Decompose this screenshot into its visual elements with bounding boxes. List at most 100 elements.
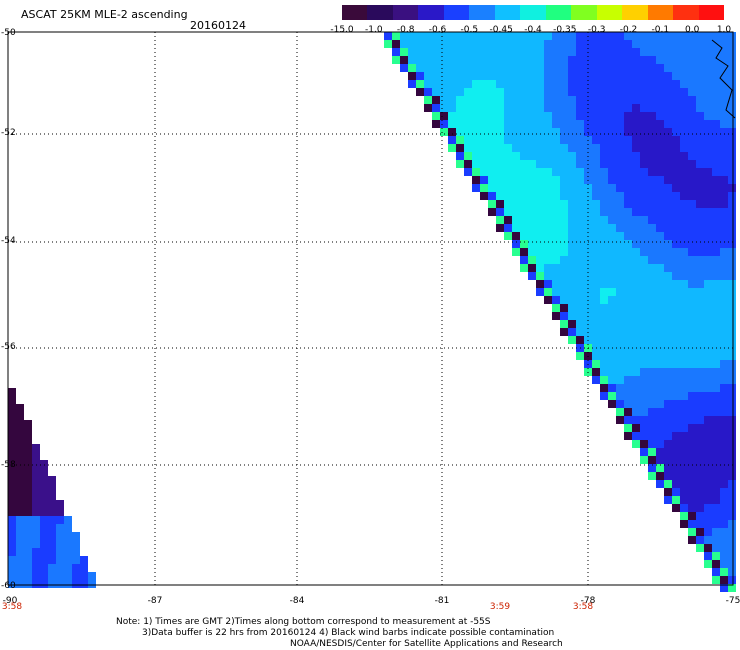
wind-cell [56,564,64,572]
wind-cell [424,32,432,40]
wind-cell [696,432,704,440]
wind-cell [608,264,616,272]
wind-cell [504,144,512,152]
wind-cell [552,192,560,200]
wind-cell [560,112,568,120]
wind-cell [536,224,544,232]
wind-cell [712,240,720,248]
wind-cell [720,448,728,456]
wind-cell [688,248,696,256]
wind-cell [704,504,712,512]
wind-cell [56,556,64,564]
wind-cell [544,168,552,176]
wind-cell [720,536,728,544]
wind-cell [640,32,648,40]
wind-cell [32,556,40,564]
wind-cell [456,104,464,112]
wind-cell [560,120,568,128]
wind-cell [552,72,560,80]
wind-cell [576,48,584,56]
wind-cell [456,136,464,144]
wind-cell [552,160,560,168]
wind-cell [680,120,688,128]
wind-cell [688,280,696,288]
wind-cell [448,40,456,48]
wind-cell [664,160,672,168]
wind-cell [712,472,720,480]
wind-cell [552,88,560,96]
wind-cell [728,432,736,440]
wind-cell [616,144,624,152]
wind-cell [720,248,728,256]
wind-cell [688,504,696,512]
wind-cell [720,168,728,176]
wind-cell [616,80,624,88]
wind-cell [576,104,584,112]
wind-cell [608,352,616,360]
wind-cell [8,396,16,404]
wind-cell [440,104,448,112]
wind-cell [72,540,80,548]
wind-cell [472,48,480,56]
wind-cell [448,80,456,88]
wind-cell [656,328,664,336]
wind-cell [424,40,432,48]
wind-cell [728,512,736,520]
wind-cell [624,352,632,360]
wind-cell [648,208,656,216]
wind-cell [608,216,616,224]
wind-cell [56,500,64,508]
wind-cell [712,288,720,296]
wind-cell [464,64,472,72]
wind-cell [728,184,736,192]
wind-cell [512,96,520,104]
wind-cell [696,104,704,112]
wind-cell [552,32,560,40]
wind-cell [488,136,496,144]
wind-cell [552,56,560,64]
chart-date: 20160124 [190,19,246,32]
wind-cell [720,400,728,408]
wind-cell [624,48,632,56]
wind-cell [8,508,16,516]
wind-cell [720,368,728,376]
colorbar-swatch [698,5,725,20]
wind-cell [480,56,488,64]
wind-cell [624,104,632,112]
wind-cell [536,56,544,64]
wind-cell [520,208,528,216]
note-line-1: Note: 1) Times are GMT 2)Times along bot… [116,617,491,627]
wind-cell [536,160,544,168]
wind-cell [624,56,632,64]
wind-cell [64,516,72,524]
wind-cell [40,500,48,508]
wind-cell [568,320,576,328]
wind-cell [480,128,488,136]
wind-cell [16,484,24,492]
wind-cell [464,128,472,136]
wind-cell [712,400,720,408]
wind-cell [624,88,632,96]
wind-cell [544,192,552,200]
wind-cell [728,40,736,48]
wind-cell [512,144,520,152]
wind-cell [704,352,712,360]
wind-cell [712,480,720,488]
wind-cell [520,136,528,144]
wind-cell [640,424,648,432]
wind-cell [720,336,728,344]
wind-cell [504,120,512,128]
wind-cell [712,48,720,56]
wind-cell [504,160,512,168]
wind-cell [696,176,704,184]
wind-cell [712,120,720,128]
wind-cell [704,272,712,280]
wind-cell [568,88,576,96]
wind-cell [632,384,640,392]
wind-cell [712,416,720,424]
wind-cell [648,184,656,192]
wind-cell [688,488,696,496]
wind-cell [544,56,552,64]
colorbar-label: 0.0 [684,25,700,35]
wind-cell [496,200,504,208]
